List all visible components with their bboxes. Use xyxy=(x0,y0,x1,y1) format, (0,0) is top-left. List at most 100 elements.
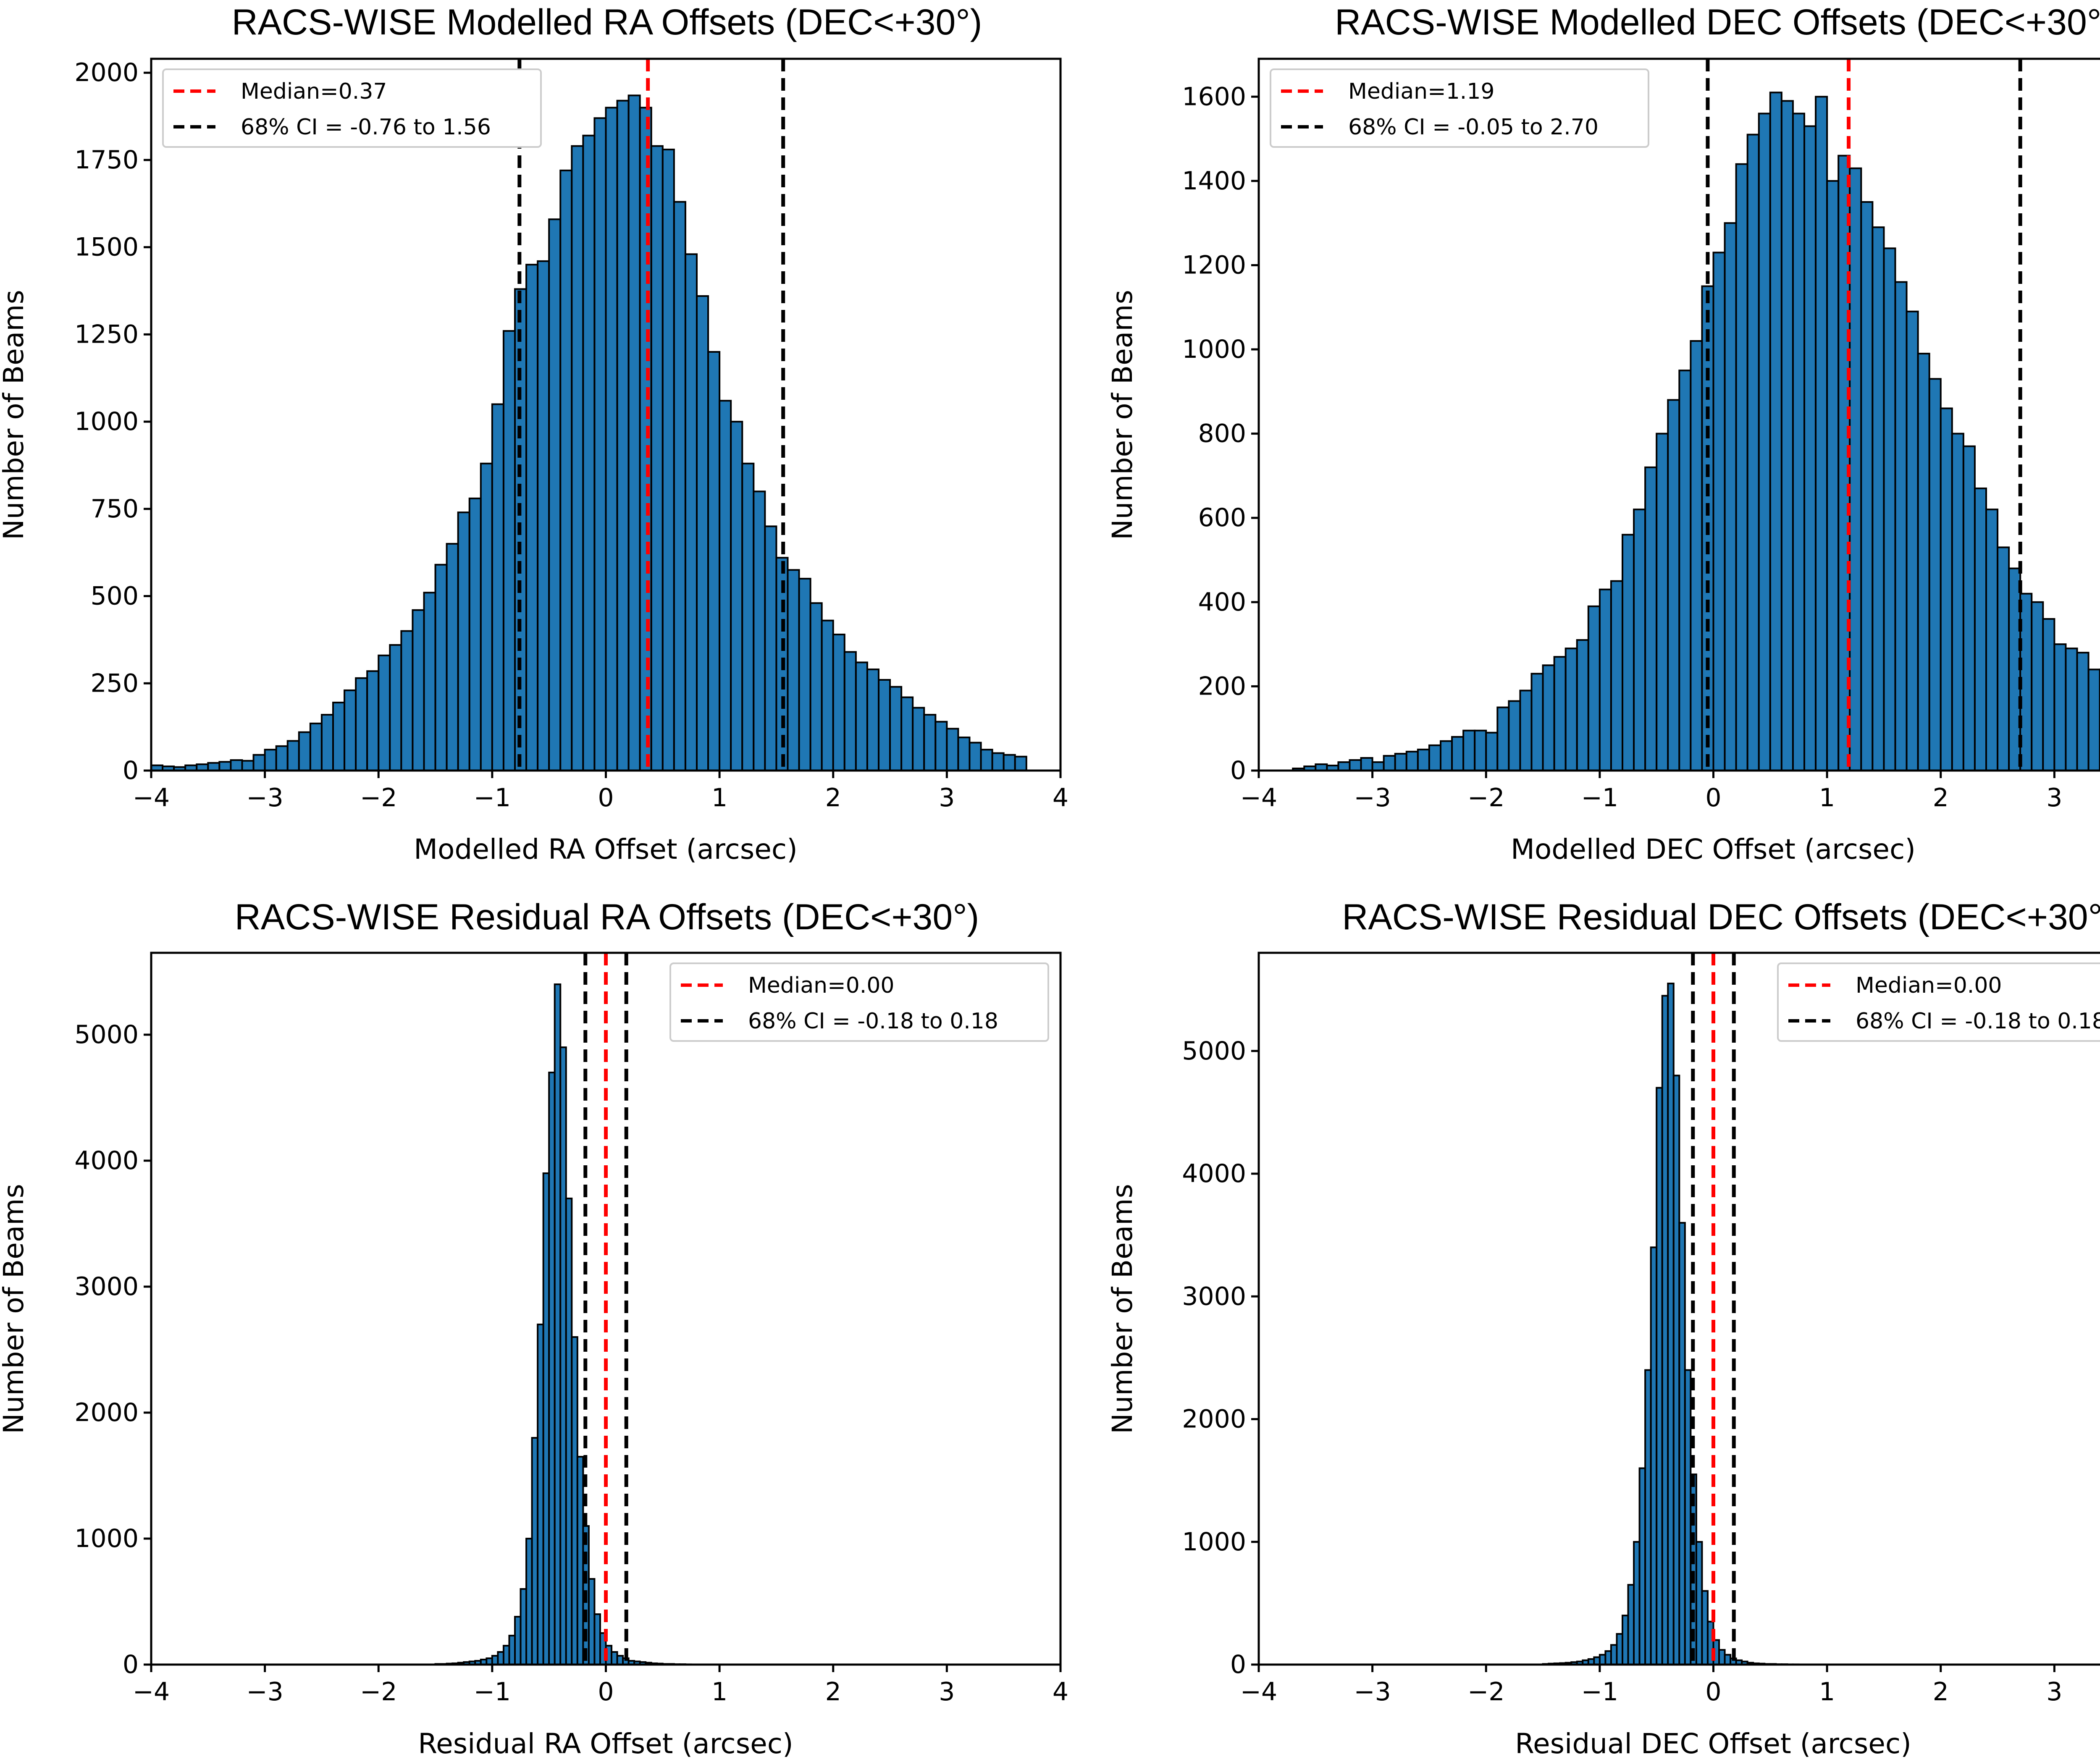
histogram-bar xyxy=(1633,509,1646,771)
histogram-bar xyxy=(719,400,732,771)
legend-box xyxy=(1777,962,2100,1042)
histogram-bar xyxy=(1474,729,1487,772)
y-tick-label: 1600 xyxy=(1182,82,1246,111)
histogram-bar xyxy=(957,737,971,771)
histogram-bar xyxy=(855,661,868,772)
histogram-bar xyxy=(1735,163,1748,772)
histogram-bar xyxy=(1860,201,1874,772)
histogram-bar xyxy=(707,351,721,771)
histogram-bar xyxy=(684,253,698,772)
histogram-bar xyxy=(400,630,414,772)
histogram-bar xyxy=(1360,757,1373,772)
histogram-bar xyxy=(1451,736,1465,771)
histogram-bar xyxy=(576,1456,584,1665)
y-tick-label: 1250 xyxy=(74,320,139,349)
x-axis-label: Residual DEC Offset (arcsec) xyxy=(1515,1728,1911,1760)
histogram-bar xyxy=(1962,445,1976,771)
histogram-bar xyxy=(1724,1654,1732,1665)
histogram-bar xyxy=(542,1172,550,1665)
y-tick-label: 600 xyxy=(1198,503,1246,532)
histogram-bar xyxy=(1826,180,1840,771)
histogram-bar xyxy=(446,543,459,772)
histogram-bar xyxy=(491,1655,499,1665)
histogram-bar xyxy=(1622,534,1635,771)
histogram-bar xyxy=(1695,1541,1703,1665)
x-tick-label: 3 xyxy=(939,783,955,813)
histogram-bar xyxy=(548,218,562,771)
histogram-bar xyxy=(843,651,857,771)
y-axis-ticks: 0 200 400 600 800 1000 1200 1400 1600 xyxy=(1182,82,1259,785)
x-tick-label: −4 xyxy=(1240,1677,1277,1707)
legend-label-median: Median=1.19 xyxy=(1348,79,1495,104)
histogram-bar xyxy=(559,169,573,772)
histogram-bar xyxy=(264,749,277,772)
histogram-bar xyxy=(1951,433,1964,772)
x-tick-label: 3 xyxy=(939,1677,955,1707)
histogram-bars xyxy=(1292,92,2100,772)
histogram-bar xyxy=(730,421,743,771)
x-tick-label: 0 xyxy=(598,1677,614,1707)
histogram-bar xyxy=(1758,113,1771,771)
x-tick-label: 2 xyxy=(825,783,841,813)
histogram-bar xyxy=(673,201,686,772)
x-tick-label: −4 xyxy=(133,1677,170,1707)
x-tick-label: −1 xyxy=(474,783,511,813)
y-tick-label: 0 xyxy=(1230,756,1246,785)
histogram-bar xyxy=(1746,134,1760,771)
histogram-bar xyxy=(1610,1644,1618,1666)
histogram-bar xyxy=(1849,167,1862,771)
histogram-bar xyxy=(593,1613,601,1665)
y-tick-label: 0 xyxy=(123,756,139,785)
legend: Median=0.00 68% CI = -0.18 to 0.18 xyxy=(1777,962,2100,1042)
histogram-bar xyxy=(616,100,630,771)
histogram-bar xyxy=(1593,1656,1601,1666)
histogram-bar xyxy=(1894,281,1908,772)
histogram-bar xyxy=(821,619,834,771)
histogram-bar xyxy=(1672,1075,1680,1666)
histogram-bar xyxy=(798,578,811,771)
histogram-bars xyxy=(434,983,692,1666)
x-tick-label: −3 xyxy=(246,1677,283,1707)
x-tick-label: 1 xyxy=(711,1677,727,1707)
histogram-bar xyxy=(1985,509,1999,771)
histogram-bar xyxy=(2087,669,2100,771)
histogram-bar xyxy=(571,145,584,771)
histogram-bar xyxy=(1678,1222,1686,1666)
histogram-bar xyxy=(582,134,596,772)
histogram-bar xyxy=(1724,222,1737,772)
x-tick-label: 3 xyxy=(2046,783,2062,813)
legend-label-median: Median=0.37 xyxy=(241,79,387,104)
histogram-bar xyxy=(1638,1467,1646,1666)
histogram-bar xyxy=(1485,732,1499,772)
histogram-bar xyxy=(230,759,243,771)
x-tick-label: 1 xyxy=(1819,783,1835,813)
histogram-bar xyxy=(571,1336,578,1665)
reference-lines xyxy=(1706,59,2022,771)
x-tick-label: −4 xyxy=(133,783,170,813)
histogram-bar xyxy=(969,742,982,772)
histogram-bar xyxy=(650,145,664,771)
x-tick-label: 1 xyxy=(711,783,727,813)
histogram-bar xyxy=(1678,370,1692,771)
histogram-bar xyxy=(2042,618,2055,772)
histogram-bar xyxy=(900,696,914,771)
histogram-bar xyxy=(1769,92,1782,771)
y-axis-label: Number of Beams xyxy=(0,290,30,540)
histogram-bar xyxy=(1997,546,2010,772)
y-tick-label: 200 xyxy=(1198,671,1246,701)
legend-label-median: Median=0.00 xyxy=(1856,973,2002,998)
x-tick-label: 0 xyxy=(598,783,614,813)
histogram-bar xyxy=(889,686,903,772)
y-axis-label: Number of Beams xyxy=(0,1184,30,1434)
y-tick-label: 1200 xyxy=(1182,250,1246,280)
y-tick-label: 1400 xyxy=(1182,166,1246,196)
x-tick-label: −4 xyxy=(1240,783,1277,813)
histogram-bar xyxy=(309,722,323,772)
modelled-ra-panel: RACS-WISE Modelled RA Offsets (DEC<+30°)… xyxy=(0,2,1068,865)
histogram-bar xyxy=(1003,754,1016,772)
histogram-bar xyxy=(1627,1584,1635,1666)
legend-box xyxy=(1270,68,1649,148)
modelled-dec-panel: RACS-WISE Modelled DEC Offsets (DEC<+30°… xyxy=(1106,2,2100,865)
histogram-bar xyxy=(366,670,380,771)
y-tick-label: 400 xyxy=(1198,587,1246,617)
